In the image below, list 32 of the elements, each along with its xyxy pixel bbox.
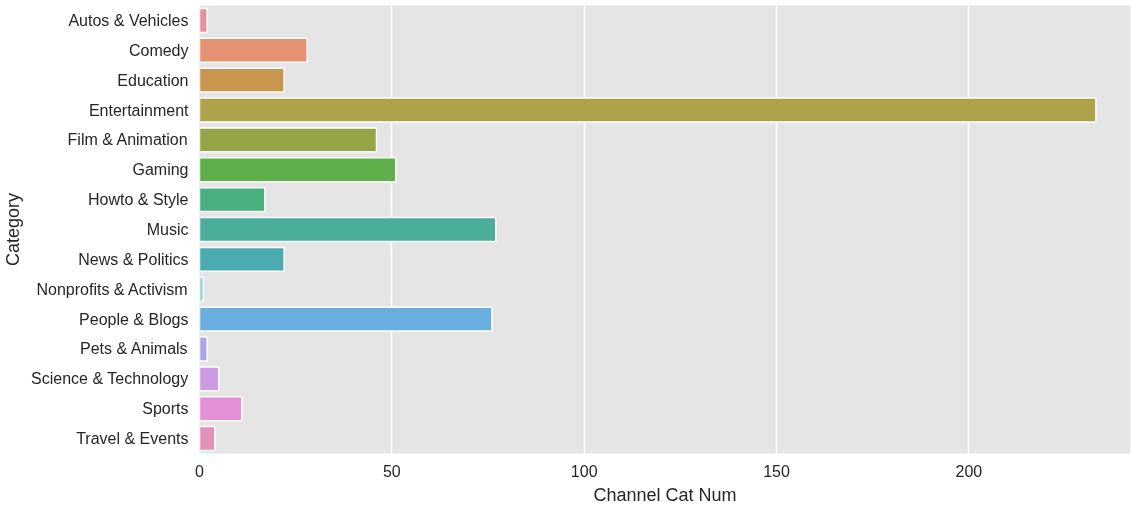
y-axis-title: Category [3,192,24,267]
y-tick-label: Science & Technology [31,370,189,388]
y-tick-label: Pets & Animals [80,340,188,358]
x-tick-label: 0 [195,462,205,480]
x-tick-label: 150 [763,462,791,480]
bar [199,366,220,392]
y-tick-label: Music [146,221,189,238]
y-tick-label: Sports [142,400,189,418]
y-tick-label: Education [117,71,189,89]
x-tick-label: 100 [570,462,598,480]
y-tick-label: Autos & Vehicles [68,11,189,29]
bar [199,396,243,422]
y-tick-label: People & Blogs [79,310,189,328]
bar [199,37,308,63]
y-tick-label: Nonprofits & Activism [36,280,188,298]
x-tick-label: 200 [955,462,983,480]
x-axis-title: Channel Cat Num [593,484,737,505]
x-tick-label: 50 [382,462,401,480]
y-tick-label: News & Politics [78,250,189,268]
y-tick-label: Comedy [128,41,189,59]
y-tick-label: Film & Animation [67,131,188,149]
bar [199,336,208,362]
y-tick-label: Howto & Style [88,191,189,209]
bar [199,7,208,34]
y-tick-label: Travel & Events [76,430,189,448]
bar [199,425,216,452]
bar [199,127,378,153]
y-tick-label: Entertainment [88,101,190,119]
y-tick-label: Gaming [132,161,189,179]
bar [199,67,285,93]
bar [199,246,285,273]
bar [199,186,266,213]
